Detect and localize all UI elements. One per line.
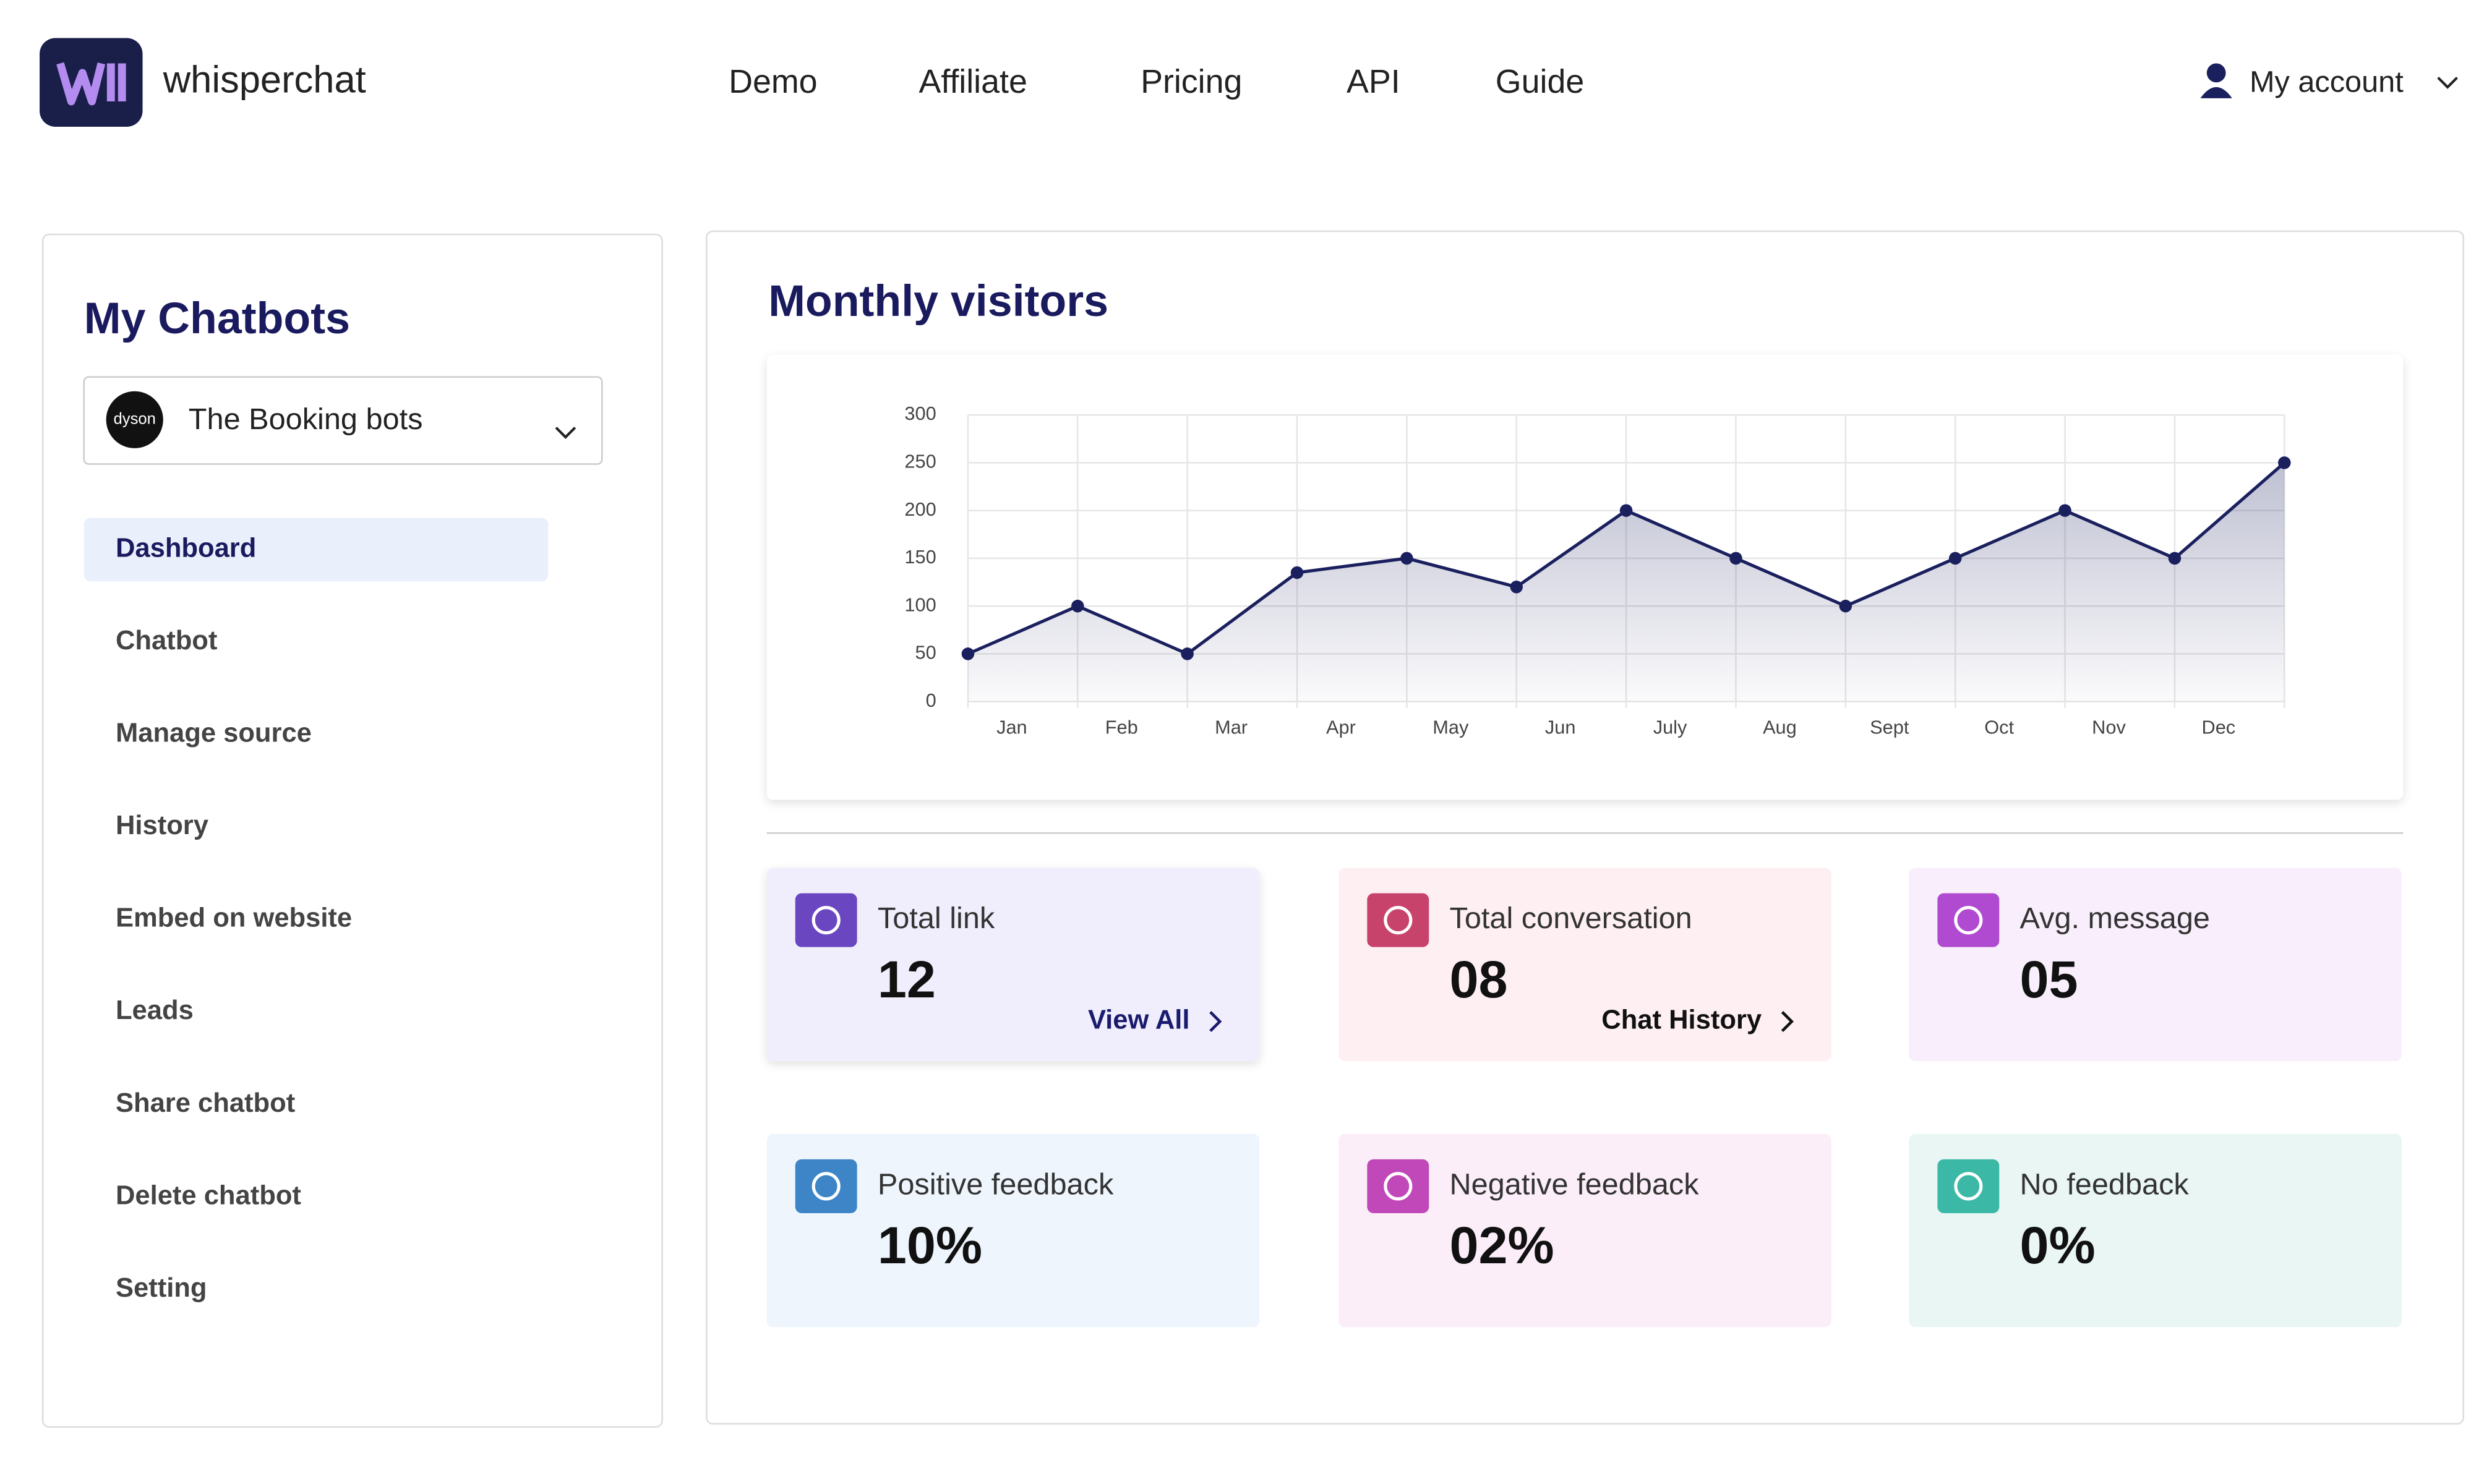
bot-name: The Booking bots: [189, 403, 423, 436]
stat-value: 08: [1450, 950, 1508, 1009]
nav-link[interactable]: Demo: [729, 63, 817, 100]
point: [1619, 504, 1633, 517]
stat-card: [766, 1133, 1260, 1328]
point: [1071, 599, 1084, 613]
menu-active: [84, 518, 549, 582]
menu-item[interactable]: Manage source: [116, 718, 312, 748]
y-tick-label: 100: [904, 594, 936, 615]
logo[interactable]: [40, 38, 143, 127]
point: [1400, 552, 1413, 565]
y-tick-label: 300: [904, 403, 936, 424]
stat-value: 0%: [2020, 1216, 2096, 1274]
account-icon[interactable]: [2206, 63, 2226, 83]
point: [1290, 566, 1304, 579]
x-tick-label: Dec: [2202, 716, 2236, 738]
stat-card: [1909, 868, 2402, 1062]
menu-item[interactable]: Delete chatbot: [116, 1180, 301, 1210]
brand[interactable]: whisperchat: [163, 58, 366, 101]
stat-link[interactable]: View All: [1088, 1005, 1190, 1035]
stat-label: Total link: [878, 902, 995, 935]
point: [1729, 552, 1742, 565]
stat-icon: [1937, 893, 2000, 947]
stat-label: Total conversation: [1450, 902, 1692, 935]
stat-label: No feedback: [2020, 1167, 2190, 1201]
point: [961, 647, 975, 660]
bot-logo: [106, 391, 163, 448]
nav-link[interactable]: Affiliate: [919, 63, 1027, 100]
account[interactable]: My account: [2250, 66, 2404, 99]
x-tick-label: Feb: [1105, 716, 1138, 738]
stat-value: 05: [2020, 950, 2078, 1009]
menu-item[interactable]: Setting: [116, 1273, 207, 1303]
stat-value: 12: [878, 950, 936, 1009]
menu-item[interactable]: Leads: [116, 996, 194, 1025]
x-tick-label: Nov: [2092, 716, 2126, 738]
x-tick-label: Jan: [996, 716, 1027, 738]
bot-select[interactable]: [83, 376, 603, 465]
chevron: [1781, 1011, 1794, 1033]
stat-label: Negative feedback: [1450, 1167, 1700, 1201]
chevron: [1209, 1011, 1222, 1033]
stat-icon-glyph: [812, 1172, 841, 1201]
stat-icon: [1367, 893, 1429, 947]
point: [1181, 647, 1194, 660]
menu-item[interactable]: Embed on website: [116, 903, 352, 933]
stat-icon: [795, 893, 857, 947]
point: [2278, 456, 2291, 469]
stat-icon: [795, 1159, 857, 1213]
stat-card: [1909, 1133, 2402, 1328]
logo-mark: [56, 62, 126, 106]
chevron: [2437, 77, 2458, 89]
stat-icon-glyph: [1384, 1172, 1413, 1201]
point: [2168, 552, 2182, 565]
x-tick-label: May: [1433, 716, 1469, 738]
stat-icon-glyph: [1954, 1172, 1983, 1201]
stat-card: [1338, 868, 1831, 1062]
stat-card: [766, 868, 1260, 1062]
sidebar-title: My Chatbots: [84, 294, 350, 343]
menu-item[interactable]: Chatbot: [116, 626, 217, 655]
x-tick-label: July: [1653, 716, 1687, 738]
point: [1839, 599, 1852, 613]
y-tick-label: 50: [915, 642, 936, 663]
chevron: [555, 427, 576, 439]
x-tick-label: Aug: [1763, 716, 1797, 738]
account-icon: [2200, 87, 2232, 98]
y-tick-label: 150: [904, 546, 936, 568]
nav-link[interactable]: Pricing: [1141, 63, 1242, 100]
stat-icon-glyph: [1954, 906, 1983, 935]
stat-label: Positive feedback: [878, 1167, 1114, 1201]
stat-icon-glyph: [812, 906, 841, 935]
x-tick-label: Jun: [1545, 716, 1576, 738]
stat-icon: [1937, 1159, 2000, 1213]
point: [2058, 504, 2071, 517]
x-tick-label: Oct: [1984, 716, 2014, 738]
stat-label: Avg. message: [2020, 902, 2210, 935]
y-tick-label: 0: [926, 689, 936, 711]
menu-item[interactable]: Dashboard: [116, 533, 256, 563]
stat-value: 10%: [878, 1216, 982, 1274]
x-tick-label: Mar: [1215, 716, 1248, 738]
point: [1948, 552, 1962, 565]
x-tick-label: Apr: [1326, 716, 1356, 738]
menu-item[interactable]: Share chatbot: [116, 1088, 295, 1118]
y-tick-label: 200: [904, 498, 936, 520]
chart-title: Monthly visitors: [768, 276, 1108, 326]
area: [967, 463, 2285, 702]
nav-link[interactable]: Guide: [1496, 63, 1584, 100]
stat-link[interactable]: Chat History: [1601, 1005, 1762, 1035]
menu-item[interactable]: History: [116, 811, 208, 840]
stat-icon: [1367, 1159, 1429, 1213]
x-tick-label: Sept: [1870, 716, 1909, 738]
y-tick-label: 250: [904, 450, 936, 472]
stat-icon-glyph: [1384, 906, 1413, 935]
point: [1510, 581, 1523, 594]
bot-logo-text: dyson: [114, 411, 156, 428]
stat-card: [1338, 1133, 1831, 1328]
nav-link[interactable]: API: [1347, 63, 1400, 100]
stat-value: 02%: [1450, 1216, 1554, 1274]
